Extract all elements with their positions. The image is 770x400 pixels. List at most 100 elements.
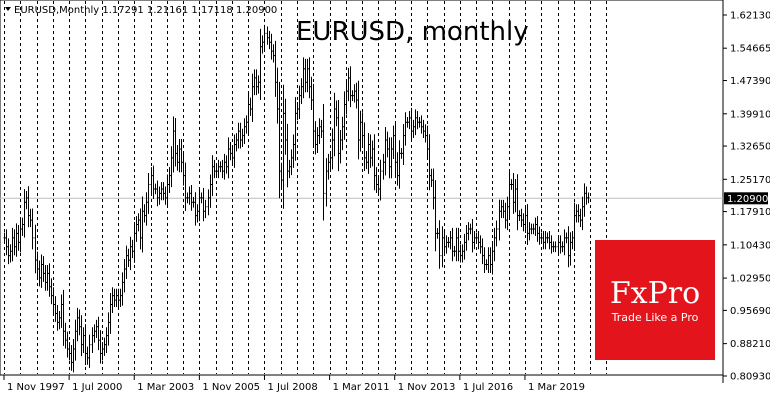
ohlc-bar xyxy=(404,112,407,146)
ohlc-bar xyxy=(221,159,224,179)
ohlc-bar xyxy=(109,292,112,334)
ohlc-bar xyxy=(261,35,264,54)
ohlc-bar xyxy=(282,84,285,209)
x-tick-label: 1 Jul 2008 xyxy=(267,382,317,393)
ohlc-bar xyxy=(217,159,220,179)
ohlc-bar xyxy=(44,264,47,291)
x-tick-label: 1 Jul 2000 xyxy=(72,382,122,393)
ohlc-bar xyxy=(211,155,214,197)
ohlc-bar xyxy=(388,137,391,179)
ohlc-bar xyxy=(473,230,476,250)
ohlc-bar xyxy=(461,244,464,263)
ohlc-bar xyxy=(103,337,106,356)
ohlc-bar xyxy=(394,120,397,177)
ohlc-bar xyxy=(80,315,83,357)
ohlc-bar xyxy=(25,190,28,210)
ohlc-bar xyxy=(290,149,293,176)
ohlc-bar xyxy=(239,122,242,149)
ohlc-bar xyxy=(386,131,389,158)
ohlc-bar xyxy=(382,153,385,180)
ohlc-bar xyxy=(66,331,69,358)
ohlc-bar xyxy=(571,230,574,250)
ohlc-bar xyxy=(416,110,419,130)
ohlc-bar xyxy=(422,119,425,139)
ohlc-bar xyxy=(235,133,238,152)
ohlc-bar xyxy=(82,327,85,354)
x-tick-label: 1 Jul 2016 xyxy=(463,382,513,393)
ohlc-bar xyxy=(135,216,138,242)
ohlc-bar xyxy=(300,78,303,105)
ohlc-bar xyxy=(84,324,87,366)
ohlc-bar xyxy=(540,232,543,244)
ohlc-bar xyxy=(152,165,155,199)
y-tick-label: 1.47390 xyxy=(730,76,770,87)
ohlc-bar xyxy=(495,220,498,247)
y-tick-label: 1.17910 xyxy=(730,207,770,218)
ohlc-bar xyxy=(105,327,108,354)
ohlc-bar xyxy=(150,167,153,193)
ohlc-bar xyxy=(493,227,496,262)
ohlc-bar xyxy=(587,192,590,204)
ohlc-bar xyxy=(190,184,193,211)
ohlc-bar xyxy=(333,92,336,157)
ohlc-bar xyxy=(298,85,301,119)
ohlc-bar xyxy=(141,196,144,253)
ohlc-bar xyxy=(70,345,73,371)
ohlc-bar xyxy=(158,186,161,205)
y-tick-label: 1.32650 xyxy=(730,142,770,153)
dropdown-triangle-icon[interactable] xyxy=(5,7,11,11)
ohlc-bar xyxy=(335,100,338,127)
ohlc-bar xyxy=(557,235,560,254)
ohlc-bar xyxy=(74,319,77,361)
y-tick-label: 1.39910 xyxy=(730,109,770,120)
ohlc-bar xyxy=(469,223,472,235)
ohlc-bar xyxy=(320,119,323,139)
ohlc-bar xyxy=(477,230,480,250)
ohlc-bar xyxy=(516,174,519,231)
y-tick-label: 0.95690 xyxy=(730,306,770,317)
logo-tagline: Trade Like a Pro xyxy=(611,311,699,324)
ohlc-bar xyxy=(93,324,96,343)
ohlc-bar xyxy=(156,180,159,207)
ohlc-bar xyxy=(524,207,527,233)
ohlc-bar xyxy=(526,204,529,245)
ohlc-bar xyxy=(147,172,150,214)
ohlc-bar xyxy=(123,258,126,293)
ohlc-bar xyxy=(402,124,405,165)
ohlc-bar xyxy=(575,204,578,223)
ohlc-bar xyxy=(359,110,362,152)
ohlc-bar xyxy=(355,82,358,109)
ohlc-bar xyxy=(559,235,562,254)
ohlc-bar xyxy=(414,109,417,136)
ohlc-bar xyxy=(363,122,366,171)
ohlc-bar xyxy=(186,192,189,204)
ohlc-bar xyxy=(38,260,41,287)
ohlc-bar xyxy=(42,256,45,282)
ohlc-bar xyxy=(475,232,478,244)
ohlc-bar xyxy=(426,125,429,159)
ohlc-bar xyxy=(257,75,260,94)
ohlc-bar xyxy=(518,210,521,221)
ohlc-bar xyxy=(577,204,580,223)
ohlc-bar xyxy=(3,232,6,244)
ohlc-bar xyxy=(62,289,65,346)
y-tick-label: 1.62130 xyxy=(730,11,770,22)
ohlc-bar xyxy=(420,115,423,134)
y-tick-label: 1.10430 xyxy=(730,240,770,251)
x-tick-label: 1 Nov 1997 xyxy=(7,382,65,393)
ohlc-bar xyxy=(327,153,330,180)
logo-brand: FxPro xyxy=(610,276,700,311)
x-tick-label: 1 Mar 2003 xyxy=(137,382,194,393)
ohlc-bar xyxy=(101,342,104,361)
ohlc-bar xyxy=(351,90,354,101)
ohlc-bar xyxy=(284,98,287,155)
ohlc-bar xyxy=(373,134,376,191)
ohlc-bar xyxy=(117,288,120,308)
current-price-tag: 1.20900 xyxy=(724,192,768,205)
ohlc-bar xyxy=(585,186,588,205)
ohlc-bar xyxy=(506,196,509,231)
ohlc-bar xyxy=(233,134,236,168)
ohlc-bar xyxy=(487,247,490,273)
ohlc-bar xyxy=(331,128,334,170)
